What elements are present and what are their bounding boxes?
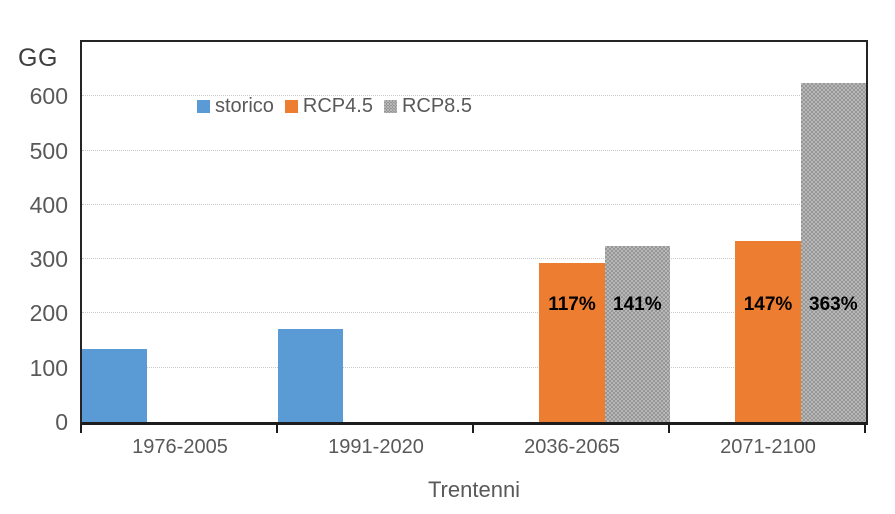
legend-label-RCP8.5: RCP8.5: [401, 95, 472, 117]
x-axis-tickmark-0: [80, 425, 82, 433]
gridline-100: [82, 366, 866, 368]
legend-swatch-RCP8.5: [383, 99, 397, 113]
x-tick-label-2036-2065: 2036-2065: [524, 436, 620, 458]
x-axis-tickmark-3: [668, 425, 670, 433]
bar-label-RCP8.5-2036-2065: 141%: [613, 293, 662, 315]
gridline-300: [82, 258, 866, 260]
y-tick-label-500: 500: [29, 137, 68, 164]
bar-label-RCP8.5-2071-2100: 363%: [809, 293, 858, 315]
x-tick-label-2071-2100: 2071-2100: [720, 436, 816, 458]
plot-area: 117% 147% 141% 363% storico RCP4.5 RCP8.5: [80, 40, 868, 425]
y-axis-title: GG: [18, 44, 58, 72]
bar-RCP4.5-2036-2065: [539, 262, 605, 422]
bar-storico-1976-2005: [82, 348, 148, 422]
bar-RCP8.5-2071-2100: [800, 82, 866, 422]
y-tick-label-400: 400: [29, 191, 68, 218]
x-tick-label-1976-2005: 1976-2005: [132, 436, 228, 458]
x-axis-tickmark-1: [276, 425, 278, 433]
legend: storico RCP4.5 RCP8.5: [197, 96, 472, 116]
bar-label-RCP4.5-2071-2100: 147%: [743, 293, 793, 315]
legend-swatch-storico: [197, 99, 210, 113]
gridline-500: [82, 149, 866, 151]
bar-RCP8.5-2036-2065: [604, 245, 670, 422]
x-axis-title: Trentenni: [427, 477, 521, 502]
legend-item-RCP8.5: RCP8.5: [383, 95, 472, 117]
legend-item-RCP4.5: RCP4.5: [284, 95, 373, 117]
gridline-200: [82, 312, 866, 314]
y-tick-label-600: 600: [29, 83, 68, 110]
legend-item-storico: storico: [197, 96, 274, 116]
legend-label-storico: storico: [215, 95, 274, 117]
y-tick-label-200: 200: [29, 300, 68, 327]
bar-RCP4.5-2071-2100: [735, 241, 801, 422]
plot-inner: 117% 147% 141% 363%: [82, 42, 866, 422]
x-axis-tickmark-4: [864, 425, 866, 433]
y-tick-label-0: 0: [55, 409, 68, 435]
legend-label-RCP4.5: RCP4.5: [302, 95, 373, 117]
bar-storico-1991-2020: [278, 328, 344, 422]
bar-label-RCP4.5-2036-2065: 117%: [548, 293, 596, 315]
y-tick-label-100: 100: [29, 354, 68, 381]
y-tick-label-300: 300: [29, 246, 68, 273]
gridline-400: [82, 203, 866, 205]
legend-swatch-RCP4.5: [284, 99, 298, 113]
x-axis-tickmark-2: [472, 425, 474, 433]
x-tick-label-1991-2020: 1991-2020: [328, 436, 424, 458]
gridline-600: [82, 95, 866, 97]
